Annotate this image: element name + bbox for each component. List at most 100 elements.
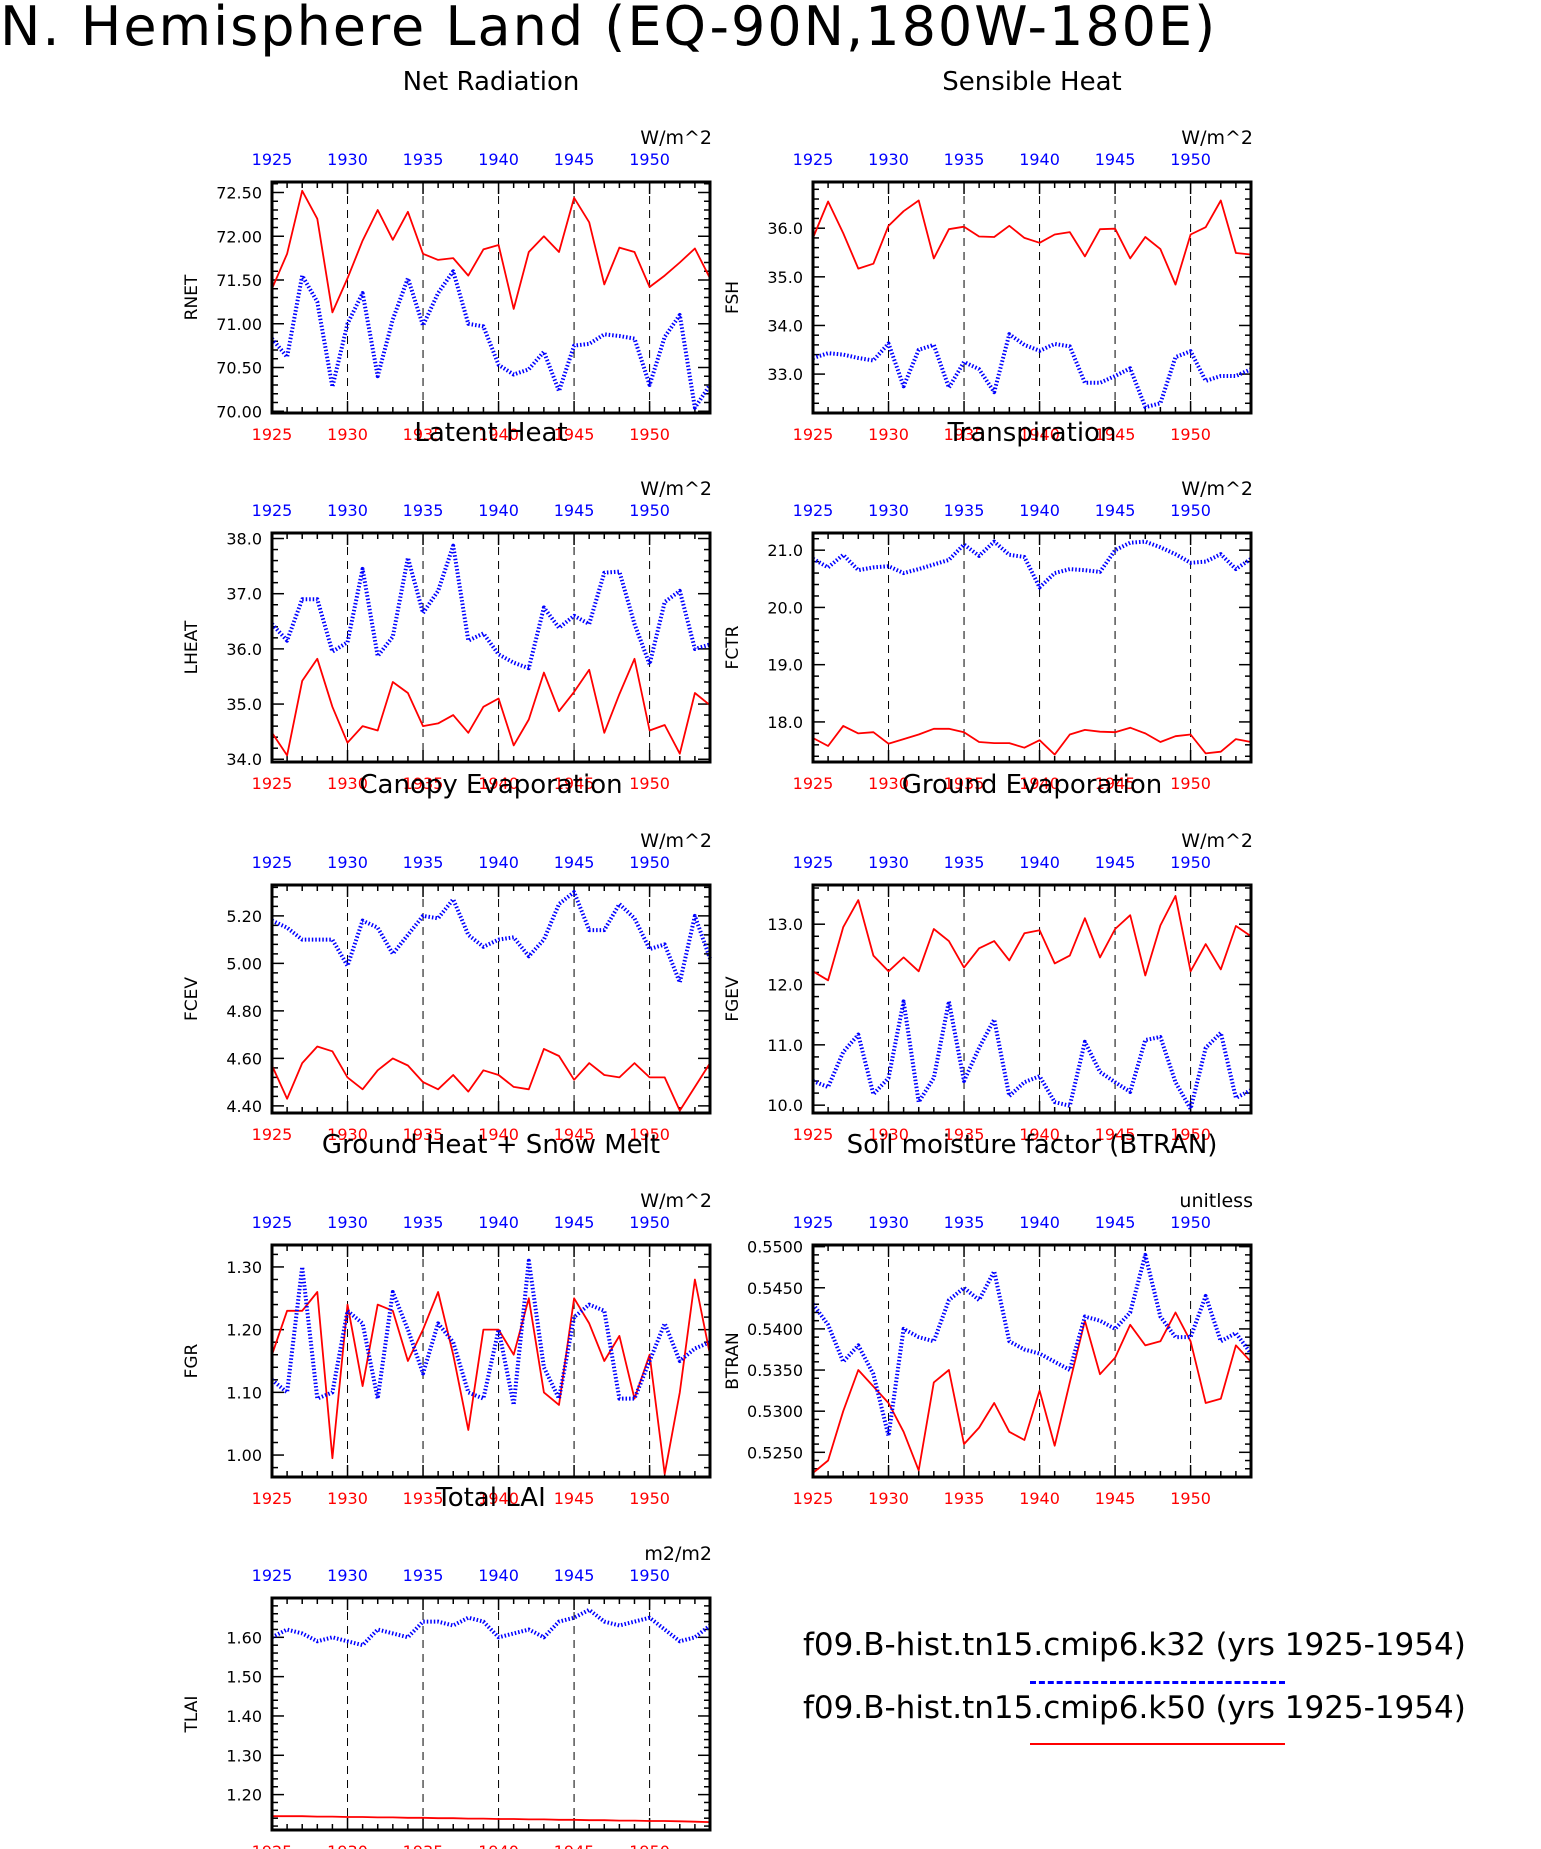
x-tick-label-bottom: 1940 bbox=[478, 774, 519, 793]
y-tick-label: 13.0 bbox=[767, 915, 803, 934]
y-tick-label: 0.5350 bbox=[747, 1361, 803, 1380]
units-label: W/m^2 bbox=[1181, 830, 1253, 852]
y-tick-label: 71.50 bbox=[216, 271, 262, 290]
y-tick-label: 35.0 bbox=[226, 695, 262, 714]
x-tick-label-top: 1940 bbox=[1019, 501, 1060, 520]
units-label: W/m^2 bbox=[640, 478, 712, 500]
x-tick-label-top: 1930 bbox=[327, 853, 368, 872]
y-tick-label: 70.00 bbox=[216, 402, 262, 421]
y-tick-label: 1.40 bbox=[226, 1707, 262, 1726]
y-tick-label: 34.0 bbox=[767, 316, 803, 335]
x-tick-label-top: 1940 bbox=[478, 501, 519, 520]
x-tick-label-bottom: 1940 bbox=[478, 1489, 519, 1508]
x-tick-label-bottom: 1935 bbox=[944, 774, 985, 793]
x-tick-label-bottom: 1945 bbox=[554, 425, 595, 444]
x-tick-label-top: 1940 bbox=[478, 853, 519, 872]
x-tick-label-top: 1940 bbox=[1019, 853, 1060, 872]
series-line-k50 bbox=[271, 657, 711, 757]
x-tick-label-bottom: 1935 bbox=[944, 425, 985, 444]
x-tick-label-bottom: 1925 bbox=[793, 1489, 834, 1508]
x-tick-label-bottom: 1925 bbox=[252, 1489, 293, 1508]
panel-fcev-frame bbox=[270, 883, 712, 1115]
x-tick-label-bottom: 1945 bbox=[1095, 774, 1136, 793]
x-tick-label-top: 1945 bbox=[554, 501, 595, 520]
x-tick-label-bottom: 1945 bbox=[1095, 1125, 1136, 1144]
y-tick-label: 4.60 bbox=[226, 1049, 262, 1068]
y-tick-label: 1.30 bbox=[226, 1258, 262, 1277]
y-tick-label: 0.5500 bbox=[747, 1238, 803, 1257]
x-tick-label-bottom: 1925 bbox=[252, 425, 293, 444]
panel-fsh-frame bbox=[811, 180, 1253, 415]
y-axis-label: FCEV bbox=[182, 977, 202, 1021]
legend-label-k50: f09.B-hist.tn15.cmip6.k50 (yrs 1925-1954… bbox=[803, 1690, 1466, 1726]
x-tick-label-bottom: 1950 bbox=[629, 1842, 670, 1849]
chart-title: Canopy Evaporation bbox=[359, 770, 622, 800]
x-tick-label-top: 1935 bbox=[403, 853, 444, 872]
y-tick-label: 37.0 bbox=[226, 585, 262, 604]
y-tick-label: 1.20 bbox=[226, 1321, 262, 1340]
x-tick-label-bottom: 1930 bbox=[868, 1489, 909, 1508]
x-tick-label-bottom: 1930 bbox=[327, 425, 368, 444]
y-tick-label: 11.0 bbox=[767, 1036, 803, 1055]
x-tick-label-bottom: 1935 bbox=[403, 425, 444, 444]
x-tick-label-top: 1935 bbox=[403, 1566, 444, 1585]
x-tick-label-bottom: 1940 bbox=[1019, 425, 1060, 444]
x-tick-label-bottom: 1930 bbox=[327, 1489, 368, 1508]
series-line-k32 bbox=[812, 332, 1252, 410]
x-tick-label-top: 1945 bbox=[554, 1213, 595, 1232]
series-line-k50 bbox=[812, 725, 1252, 756]
x-tick-label-bottom: 1930 bbox=[868, 425, 909, 444]
x-tick-label-top: 1940 bbox=[478, 150, 519, 169]
y-axis-label: FGEV bbox=[723, 976, 743, 1022]
x-tick-label-bottom: 1935 bbox=[403, 774, 444, 793]
panel-fgev-frame bbox=[811, 883, 1253, 1115]
x-tick-label-bottom: 1950 bbox=[629, 774, 670, 793]
x-tick-label-bottom: 1925 bbox=[252, 1125, 293, 1144]
y-tick-label: 70.50 bbox=[216, 359, 262, 378]
x-tick-label-top: 1930 bbox=[868, 853, 909, 872]
x-tick-label-top: 1930 bbox=[868, 1213, 909, 1232]
x-tick-label-top: 1950 bbox=[1170, 150, 1211, 169]
y-tick-label: 20.0 bbox=[767, 598, 803, 617]
x-tick-label-top: 1945 bbox=[1095, 150, 1136, 169]
x-tick-label-top: 1935 bbox=[403, 150, 444, 169]
y-axis-label: FCTR bbox=[723, 625, 743, 669]
y-axis-label: LHEAT bbox=[182, 620, 202, 674]
series-line-k32 bbox=[271, 890, 712, 985]
series-line-k32 bbox=[812, 539, 1253, 590]
x-tick-label-top: 1945 bbox=[554, 150, 595, 169]
x-tick-label-bottom: 1940 bbox=[478, 425, 519, 444]
x-tick-label-bottom: 1945 bbox=[1095, 425, 1136, 444]
x-tick-label-top: 1930 bbox=[327, 1213, 368, 1232]
x-tick-label-bottom: 1930 bbox=[327, 1125, 368, 1144]
y-axis-label: FGR bbox=[182, 1343, 202, 1378]
y-tick-label: 0.5250 bbox=[747, 1443, 803, 1462]
units-label: W/m^2 bbox=[640, 1190, 712, 1212]
series-line-k32 bbox=[812, 999, 1252, 1111]
x-tick-label-bottom: 1940 bbox=[1019, 774, 1060, 793]
panel-lheat-frame bbox=[270, 531, 712, 764]
chart-title: Sensible Heat bbox=[942, 67, 1121, 97]
y-tick-label: 0.5400 bbox=[747, 1320, 803, 1339]
x-tick-label-top: 1930 bbox=[868, 150, 909, 169]
x-tick-label-bottom: 1930 bbox=[327, 774, 368, 793]
chart-title: Transpiration bbox=[947, 418, 1117, 448]
x-tick-label-bottom: 1930 bbox=[868, 774, 909, 793]
chart-title: Net Radiation bbox=[403, 67, 580, 97]
x-tick-label-bottom: 1925 bbox=[252, 774, 293, 793]
x-tick-label-top: 1940 bbox=[478, 1213, 519, 1232]
legend-line-k50 bbox=[1030, 1743, 1285, 1745]
x-tick-label-top: 1950 bbox=[1170, 853, 1211, 872]
x-tick-label-bottom: 1935 bbox=[944, 1489, 985, 1508]
legend-label-k32: f09.B-hist.tn15.cmip6.k32 (yrs 1925-1954… bbox=[803, 1627, 1466, 1663]
x-tick-label-bottom: 1950 bbox=[1170, 1125, 1211, 1144]
x-tick-label-bottom: 1945 bbox=[554, 774, 595, 793]
y-tick-label: 4.80 bbox=[226, 1002, 262, 1021]
y-tick-label: 0.5300 bbox=[747, 1402, 803, 1421]
x-tick-label-top: 1925 bbox=[252, 1566, 293, 1585]
x-tick-label-top: 1925 bbox=[793, 1213, 834, 1232]
series-line-k32 bbox=[270, 269, 712, 410]
x-tick-label-top: 1950 bbox=[629, 853, 670, 872]
x-tick-label-bottom: 1935 bbox=[403, 1489, 444, 1508]
